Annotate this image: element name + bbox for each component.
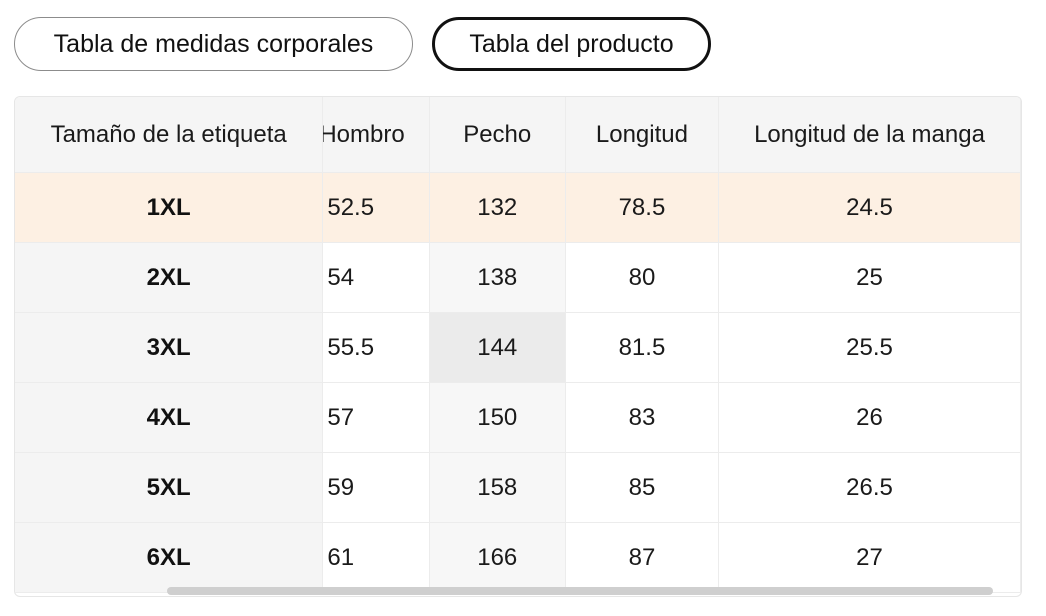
cell-sleeve: 26	[718, 382, 1021, 453]
header-shoulder: Hombro	[322, 97, 430, 173]
cell-sleeve: 26.5	[718, 452, 1021, 523]
table-row: 4XL 57 150 83 26	[15, 382, 1021, 453]
size-table: Tamaño de la etiqueta Hombro Pecho Longi…	[15, 97, 1021, 593]
cell-chest: 158	[429, 452, 566, 523]
cell-length: 80	[565, 242, 720, 313]
cell-length: 81.5	[565, 312, 720, 383]
cell-chest: 138	[429, 242, 566, 313]
cell-shoulder: 59	[322, 452, 430, 523]
cell-sleeve: 24.5	[718, 172, 1021, 243]
table-row: 5XL 59 158 85 26.5	[15, 452, 1021, 523]
cell-shoulder: 57	[322, 382, 430, 453]
header-size: Tamaño de la etiqueta	[15, 97, 324, 173]
cell-length: 83	[565, 382, 720, 453]
cell-size: 6XL	[15, 522, 324, 593]
cell-chest: 144	[429, 312, 566, 383]
table-row: 1XL 52.5 132 78.5 24.5	[15, 172, 1021, 243]
header-length: Longitud	[565, 97, 720, 173]
tab-product-chart[interactable]: Tabla del producto	[432, 17, 711, 71]
cell-chest: 150	[429, 382, 566, 453]
table-row: 6XL 61 166 87 27	[15, 522, 1021, 593]
cell-length: 78.5	[565, 172, 720, 243]
table-row: 2XL 54 138 80 25	[15, 242, 1021, 313]
cell-shoulder: 54	[322, 242, 430, 313]
cell-size: 2XL	[15, 242, 324, 313]
tab-body-measurements[interactable]: Tabla de medidas corporales	[14, 17, 413, 71]
cell-chest: 166	[429, 522, 566, 593]
size-chart-tabs: Tabla de medidas corporales Tabla del pr…	[14, 17, 711, 71]
size-table-container[interactable]: Tamaño de la etiqueta Hombro Pecho Longi…	[14, 96, 1022, 597]
cell-size: 4XL	[15, 382, 324, 453]
table-row: 3XL 55.5 144 81.5 25.5	[15, 312, 1021, 383]
table-header-row: Tamaño de la etiqueta Hombro Pecho Longi…	[15, 97, 1021, 173]
cell-size: 5XL	[15, 452, 324, 523]
header-sleeve: Longitud de la manga	[718, 97, 1021, 173]
cell-shoulder: 61	[322, 522, 430, 593]
cell-sleeve: 25.5	[718, 312, 1021, 383]
cell-chest: 132	[429, 172, 566, 243]
header-chest: Pecho	[429, 97, 566, 173]
cell-size: 1XL	[15, 172, 324, 243]
cell-length: 85	[565, 452, 720, 523]
cell-shoulder: 55.5	[322, 312, 430, 383]
cell-length: 87	[565, 522, 720, 593]
cell-size: 3XL	[15, 312, 324, 383]
cell-sleeve: 25	[718, 242, 1021, 313]
cell-shoulder: 52.5	[322, 172, 430, 243]
horizontal-scrollbar[interactable]	[167, 587, 993, 595]
cell-sleeve: 27	[718, 522, 1021, 593]
